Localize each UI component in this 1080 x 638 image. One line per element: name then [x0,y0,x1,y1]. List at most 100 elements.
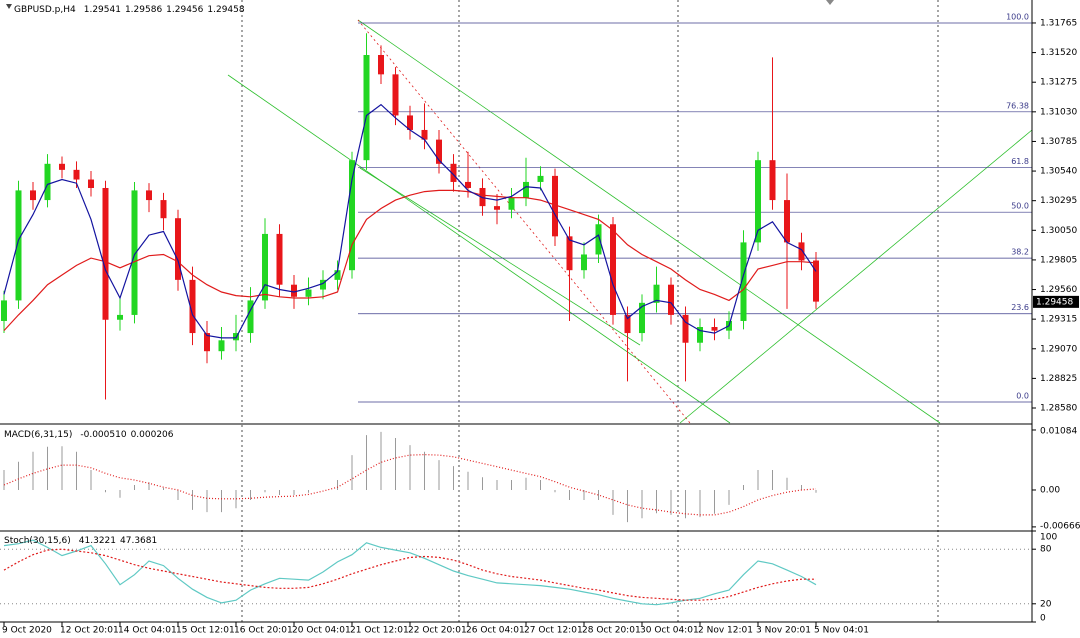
readout-value: 41.3221 [79,536,116,546]
x-tick-label: 16 Oct 20:01 [234,626,293,636]
plot: 1.31765 1.31520 1.31275 1.31030 1.30785 1.305… [0,5,1080,636]
candle-body [117,314,123,320]
y-tick-label: -0.006669 [1040,522,1080,532]
x-tick-label: 12 Oct 20:01 [60,626,119,636]
readout-value: 1.29456 [166,5,203,15]
trend-lines [227,19,1033,424]
candle-body [755,160,761,243]
candle-body [624,314,631,334]
candle-body [537,175,544,182]
candle-body [465,181,471,188]
readout-value: -0.000510 [80,430,126,440]
panel-header: MACD(6,31,15) -0.000510 0.000206 [4,430,174,440]
candle-body [682,314,689,343]
y-tick-label: 1.31275 [1040,78,1077,88]
candle-body [450,163,457,182]
candle-body [407,115,413,130]
x-tick-label: 22 Oct 20:01 [408,626,467,636]
candle-body [102,187,109,320]
candle-body [552,175,558,237]
candle-body [581,254,587,271]
readout-value: 1.29541 [84,5,121,15]
price-tag [1033,295,1079,308]
y-tick-label: 0.00 [1040,485,1060,495]
fib-label: 23.6 [1011,303,1029,312]
candle-body [204,333,210,352]
candle-body [740,242,747,321]
candle-body [494,206,500,210]
y-tick-label: 80 [1040,545,1052,555]
x-tick-label: 15 Oct 12:01 [176,626,235,636]
symbol-icon [6,4,12,9]
candle-body [30,190,36,201]
candle-body [610,224,616,315]
y-tick-label: 0 [1040,614,1046,624]
candle-body [320,279,326,290]
candle-body [639,302,645,334]
y-tick-label: 1.29560 [1040,285,1077,295]
candle-body [15,190,22,301]
candle-body [262,233,268,301]
panel-title: Stoch(30,15,6) [4,536,71,546]
x-tick-label: 3 Nov 20:01 [756,626,811,636]
trend-line [227,74,731,424]
y-tick-label: 100 [1040,533,1057,543]
x-tick-label: 26 Oct 04:01 [466,626,525,636]
price-tag-label: 1.29458 [1036,297,1073,307]
trend-line [679,129,1033,424]
x-tick-label: 2 Nov 12:01 [698,626,753,636]
x-tick-label: 14 Oct 04:01 [118,626,177,636]
y-tick-label: 1.30785 [1040,137,1077,147]
candle-body [697,327,703,343]
candle-body [88,179,94,188]
y-tick-label: 1.29805 [1040,255,1077,265]
candle-body [769,160,776,201]
y-tick-label: 1.30540 [1040,167,1077,177]
candle-body [59,163,65,170]
fib-trend-line [357,19,691,424]
candle-body [349,160,355,271]
y-tick-label: 1.30050 [1040,226,1077,236]
candle-body [160,200,167,219]
readout-value: 1.29586 [125,5,162,15]
y-tick-label: 1.31520 [1040,48,1077,58]
candle-body [247,300,254,334]
panel-header: GBPUSD.p,H4 1.29541 1.29586 1.29456 1.29458 [14,5,245,15]
trend-line [357,19,941,424]
x-tick-label: 28 Oct 20:01 [582,626,641,636]
panel-title: MACD(6,31,15) [4,430,72,440]
candle-body [276,233,283,285]
stoch-line [3,548,816,601]
y-tick-label: 0.01084 [1040,427,1077,437]
y-tick-label: 1.28580 [1040,404,1077,414]
y-tick-label: 1.31765 [1040,18,1077,28]
y-tick-label: 1.29070 [1040,344,1077,354]
candle-body [813,260,819,302]
stoch-line [3,539,817,606]
candle-body [334,270,341,280]
panel-header: Stoch(30,15,6) 41.3221 47.3681 [4,536,157,546]
moving-average [3,189,817,332]
y-tick-label: 1.31030 [1040,107,1077,117]
candle-body [146,190,152,201]
readout-value: 1.29458 [207,5,244,15]
y-tick-label: 1.28825 [1040,374,1077,384]
x-tick-label: 27 Oct 12:01 [524,626,583,636]
y-tick-label: 1.30295 [1040,196,1077,206]
candle-body [711,327,718,331]
trend-line [359,167,641,346]
candle-body [784,200,790,243]
candle-body [798,242,805,261]
candle-body [392,74,399,116]
x-tick-label: 21 Oct 12:01 [350,626,409,636]
candle-body [523,181,529,198]
fib-label: 61.8 [1011,157,1029,166]
y-tick-label: 1.29315 [1040,315,1077,325]
candle-body [131,190,138,315]
y-tick-label: 20 [1040,599,1052,609]
x-tick-label: 30 Oct 04:01 [640,626,699,636]
x-tick-label: 9 Oct 2020 [2,626,52,636]
candle-body [566,236,573,271]
